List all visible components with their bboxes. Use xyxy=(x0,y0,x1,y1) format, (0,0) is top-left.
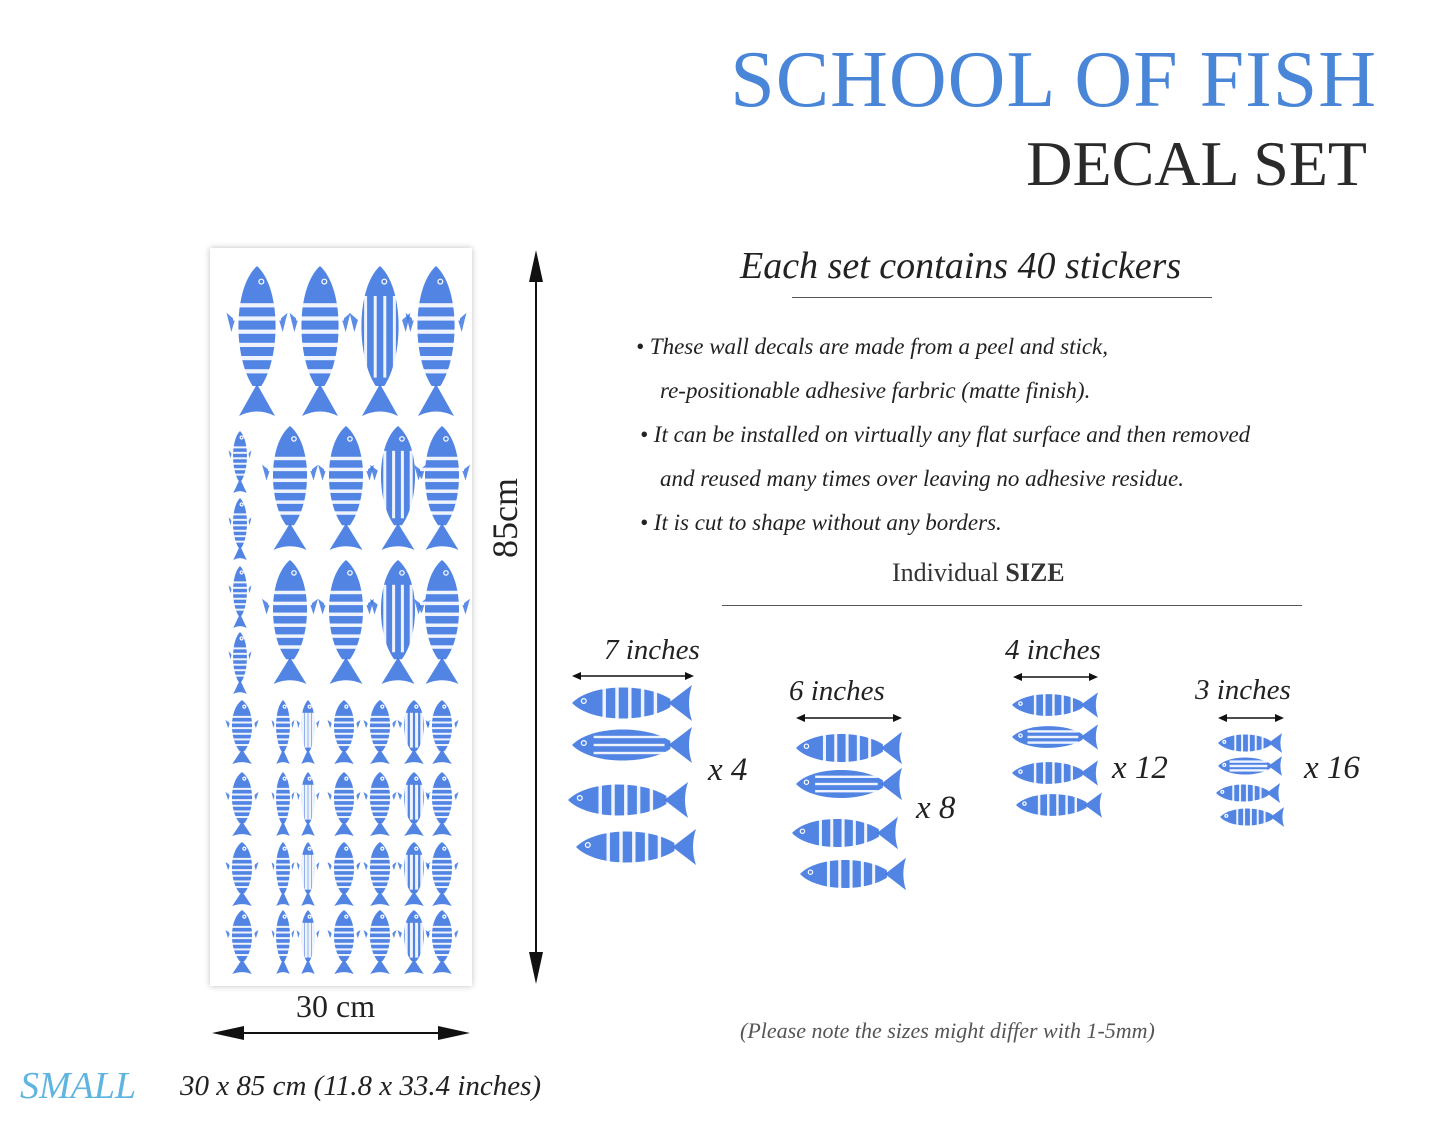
size-label-4in: 4 inches xyxy=(1005,634,1101,666)
qty-6in: x 8 xyxy=(916,790,956,826)
width-dimension: 30 cm xyxy=(296,988,376,1024)
fish-sticker-icon xyxy=(572,727,692,763)
fish-sticker-icon xyxy=(225,842,259,906)
individual-size-heading: Individual SIZE xyxy=(892,558,1065,588)
fish-sticker-icon xyxy=(397,700,431,764)
size-label-3in: 3 inches xyxy=(1195,674,1291,706)
size-divider xyxy=(722,605,1302,606)
fish-sticker-icon xyxy=(228,566,252,628)
fish-sticker-icon xyxy=(363,772,397,836)
width-arrow-left-head xyxy=(212,1026,244,1040)
fish-sticker-icon xyxy=(327,910,361,974)
fish-sticker-icon xyxy=(1012,691,1098,719)
fish-sticker-icon xyxy=(1016,791,1102,819)
fish-sticker-icon xyxy=(363,910,397,974)
fish-sticker-icon xyxy=(262,426,318,550)
fish-sticker-icon xyxy=(1220,806,1284,828)
fish-sticker-icon xyxy=(271,842,295,906)
fish-sticker-icon xyxy=(327,772,361,836)
contains-divider xyxy=(792,297,1212,298)
fish-sticker-icon xyxy=(1216,782,1280,804)
fish-sticker-icon xyxy=(327,842,361,906)
size-note: (Please note the sizes might differ with… xyxy=(740,1018,1155,1043)
fish-sticker-icon xyxy=(425,910,459,974)
fish-sticker-icon xyxy=(228,632,252,694)
fish-sticker-icon xyxy=(800,856,906,892)
fish-sticker-icon xyxy=(1218,756,1282,776)
individual-size-prefix: Individual xyxy=(892,558,999,587)
fish-sticker-icon xyxy=(414,426,470,550)
fish-sticker-icon xyxy=(370,426,426,550)
fish-sticker-icon xyxy=(425,772,459,836)
fish-sticker-icon xyxy=(296,772,320,836)
sticker-sheet xyxy=(210,248,472,986)
fish-sticker-icon xyxy=(271,910,295,974)
fish-sticker-icon xyxy=(225,700,259,764)
fish-sticker-icon xyxy=(1012,724,1098,750)
bullet-2: • It can be installed on virtually any f… xyxy=(640,422,1251,447)
size-label-6in: 6 inches xyxy=(789,675,885,707)
size-label-7in: 7 inches xyxy=(604,634,700,666)
fish-sticker-icon xyxy=(226,266,288,416)
fish-sticker-icon xyxy=(405,266,467,416)
fish-sticker-icon xyxy=(576,827,696,867)
fish-sticker-icon xyxy=(327,700,361,764)
bullet-1: • These wall decals are made from a peel… xyxy=(636,334,1109,359)
individual-size-bold: SIZE xyxy=(1005,558,1065,587)
fish-sticker-icon xyxy=(1012,759,1098,787)
fish-sticker-icon xyxy=(363,700,397,764)
fish-sticker-icon xyxy=(228,498,252,560)
fish-sticker-icon xyxy=(363,842,397,906)
fish-sticker-icon xyxy=(271,772,295,836)
fish-sticker-icon xyxy=(425,700,459,764)
fish-sticker-icon xyxy=(572,683,692,723)
fish-sticker-icon xyxy=(792,815,898,851)
fish-sticker-icon xyxy=(296,910,320,974)
fish-sticker-icon xyxy=(349,266,411,416)
small-dimensions: 30 x 85 cm (11.8 x 33.4 inches) xyxy=(180,1070,542,1102)
fish-sticker-icon xyxy=(425,842,459,906)
fish-sticker-icon xyxy=(296,842,320,906)
fish-sticker-icon xyxy=(296,700,320,764)
qty-7in: x 4 xyxy=(708,752,748,788)
height-arrow-top-head xyxy=(529,250,543,282)
bullet-3: • It is cut to shape without any borders… xyxy=(640,510,1002,535)
title-line-1: SCHOOL OF FISH xyxy=(730,36,1377,124)
fish-sticker-icon xyxy=(1218,732,1282,754)
fish-sticker-icon xyxy=(318,560,374,684)
fish-sticker-icon xyxy=(289,266,351,416)
bullet-2-cont: and reused many times over leaving no ad… xyxy=(660,466,1184,491)
small-label: SMALL xyxy=(20,1065,137,1107)
fish-sticker-icon xyxy=(414,560,470,684)
fish-sticker-icon xyxy=(225,910,259,974)
fish-sticker-icon xyxy=(796,730,902,766)
fish-sticker-icon xyxy=(225,772,259,836)
fish-sticker-icon xyxy=(271,700,295,764)
bullet-1-cont: re-positionable adhesive farbric (matte … xyxy=(660,378,1091,403)
fish-sticker-icon xyxy=(262,560,318,684)
height-arrow-bottom-head xyxy=(529,952,543,984)
fish-sticker-icon xyxy=(568,780,688,820)
fish-sticker-icon xyxy=(370,560,426,684)
qty-3in: x 16 xyxy=(1304,750,1360,786)
width-arrow-right-head xyxy=(438,1026,470,1040)
fish-sticker-icon xyxy=(318,426,374,550)
title-line-2: DECAL SET xyxy=(1026,128,1367,199)
fish-sticker-icon xyxy=(796,767,902,801)
fish-sticker-icon xyxy=(397,842,431,906)
qty-4in: x 12 xyxy=(1112,750,1168,786)
fish-sticker-icon xyxy=(228,431,252,493)
sticker-sheet-fish xyxy=(225,266,470,974)
contains-text: Each set contains 40 stickers xyxy=(740,245,1182,287)
